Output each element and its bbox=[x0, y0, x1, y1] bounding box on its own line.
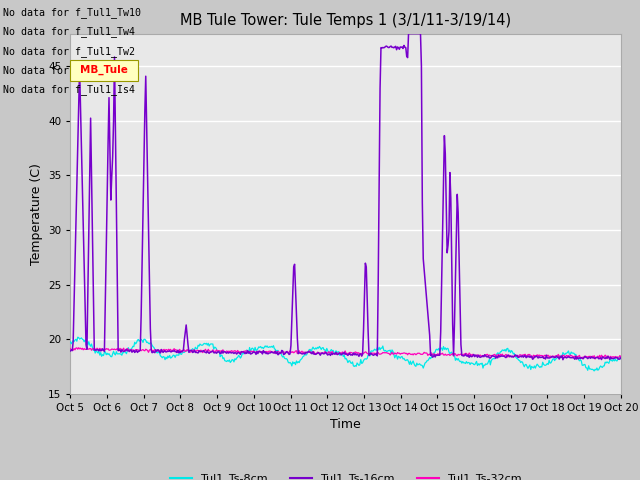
Legend: Tul1_Ts-8cm, Tul1_Ts-16cm, Tul1_Ts-32cm: Tul1_Ts-8cm, Tul1_Ts-16cm, Tul1_Ts-32cm bbox=[165, 469, 526, 480]
Text: No data for f_Tul1_Is0: No data for f_Tul1_Is0 bbox=[3, 65, 135, 76]
Text: MB_Tule: MB_Tule bbox=[80, 64, 127, 75]
Text: No data for f_Tul1_Tw2: No data for f_Tul1_Tw2 bbox=[3, 46, 135, 57]
Text: No data for f_Tul1_Is4: No data for f_Tul1_Is4 bbox=[3, 84, 135, 95]
Text: No data for f_Tul1_Tw4: No data for f_Tul1_Tw4 bbox=[3, 26, 135, 37]
X-axis label: Time: Time bbox=[330, 418, 361, 431]
Title: MB Tule Tower: Tule Temps 1 (3/1/11-3/19/14): MB Tule Tower: Tule Temps 1 (3/1/11-3/19… bbox=[180, 13, 511, 28]
Text: No data for f_Tul1_Tw10: No data for f_Tul1_Tw10 bbox=[3, 7, 141, 18]
Y-axis label: Temperature (C): Temperature (C) bbox=[29, 163, 43, 264]
